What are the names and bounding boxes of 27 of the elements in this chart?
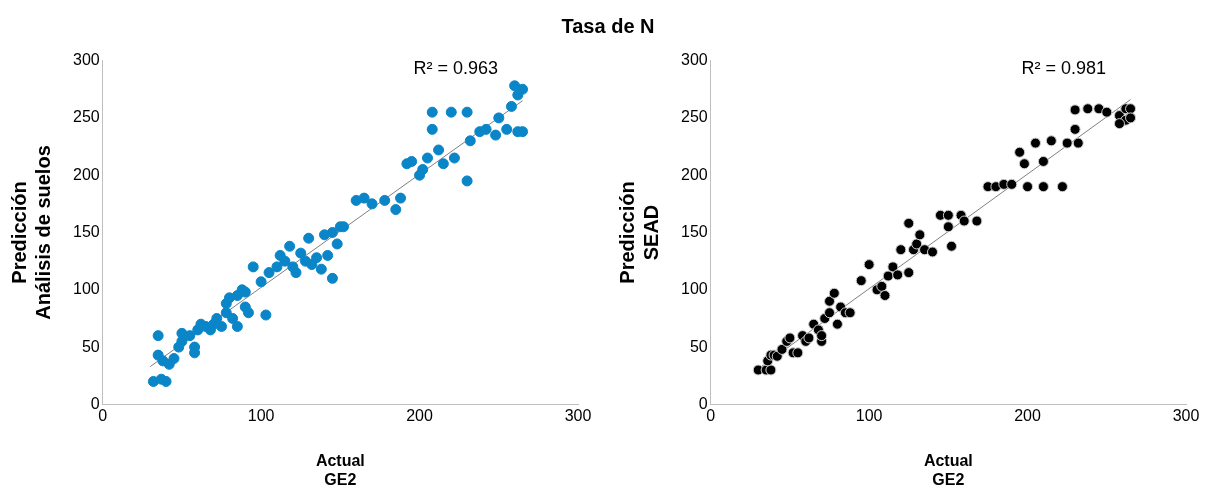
y-tick-label: 300 bbox=[680, 51, 708, 69]
y-tick-label: 150 bbox=[680, 222, 708, 240]
x-tick-label: 200 bbox=[1014, 407, 1042, 425]
x-axis-title: Actual GE2 bbox=[315, 451, 365, 488]
x-tick-label: 300 bbox=[1172, 407, 1200, 425]
annotation: R² = 0.963 bbox=[413, 57, 498, 78]
y-tick-label: 50 bbox=[81, 337, 100, 355]
y-tick-label: 50 bbox=[689, 337, 708, 355]
x-tick-label: 100 bbox=[247, 407, 275, 425]
annotation: R² = 0.981 bbox=[1021, 57, 1106, 78]
x-axis-title: Actual GE2 bbox=[923, 451, 973, 488]
y-tick-label: 100 bbox=[72, 280, 100, 298]
chart-title: Tasa de N bbox=[560, 14, 656, 39]
x-tick-label: 300 bbox=[564, 407, 592, 425]
y-tick-label: 300 bbox=[72, 51, 100, 69]
y-tick-label: 100 bbox=[680, 280, 708, 298]
y-tick-label: 250 bbox=[680, 108, 708, 126]
y-tick-label: 200 bbox=[680, 165, 708, 183]
x-tick-label: 200 bbox=[406, 407, 434, 425]
y-axis-title: Predicción Análisis de suelos bbox=[7, 145, 54, 320]
y-tick-label: 200 bbox=[72, 165, 100, 183]
x-tick-label: 100 bbox=[855, 407, 883, 425]
y-tick-label: 0 bbox=[698, 394, 708, 412]
y-tick-label: 150 bbox=[72, 222, 100, 240]
y-axis-title: Predicción SEAD bbox=[615, 181, 662, 284]
y-tick-label: 0 bbox=[90, 394, 100, 412]
y-tick-label: 250 bbox=[72, 108, 100, 126]
